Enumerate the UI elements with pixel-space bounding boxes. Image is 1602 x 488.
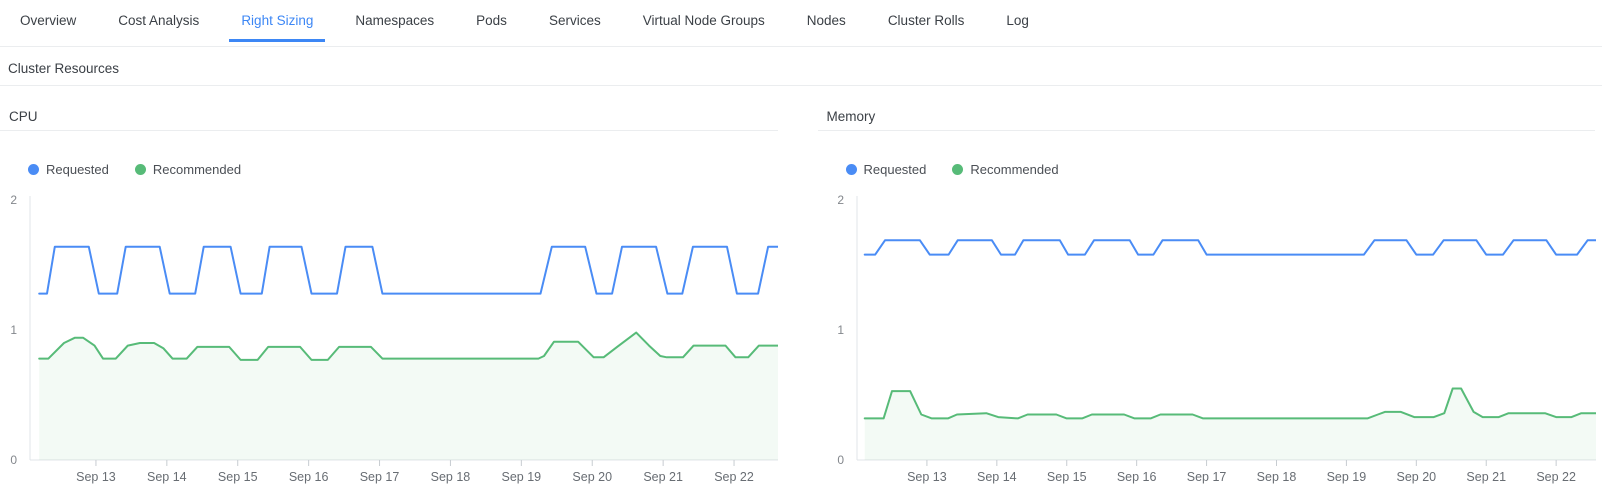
requested-dot-icon	[28, 164, 39, 175]
x-tick-label: Sep 22	[1536, 470, 1576, 484]
tab-namespaces[interactable]: Namespaces	[355, 13, 435, 29]
cpu-legend: Requested Recommended	[28, 162, 778, 177]
x-tick-label: Sep 14	[147, 470, 187, 484]
legend-label: Requested	[46, 162, 109, 177]
recommended-line	[863, 387, 1596, 420]
tab-overview[interactable]: Overview	[20, 13, 77, 29]
requested-line	[38, 245, 778, 295]
tab-cost-analysis[interactable]: Cost Analysis	[118, 13, 200, 29]
legend-label: Recommended	[152, 162, 242, 177]
x-tick-label: Sep 21	[1466, 470, 1506, 484]
x-tick-label: Sep 21	[643, 470, 683, 484]
x-tick-label: Sep 17	[1186, 470, 1226, 484]
y-tick-label: 2	[10, 193, 17, 207]
cpu-chart: 0 1 2 Sep 13 Sep 14 Sep 15 Sep 16 Sep 17 Sep 18 S…	[0, 192, 778, 487]
legend-label: Recommended	[970, 162, 1059, 177]
x-tick-label: Sep 20	[572, 470, 612, 484]
memory-chart: 0 1 2 Sep 13 Sep 14 Sep 15 Sep 16 Sep 17 Sep 18 S…	[818, 192, 1596, 487]
cpu-chart-title: CPU	[0, 109, 778, 131]
legend-item-recommended[interactable]: Recommended	[952, 162, 1059, 177]
legend-label: Requested	[863, 162, 927, 177]
recommended-dot-icon	[134, 164, 146, 175]
y-tick-label: 0	[837, 453, 844, 467]
section-header: Cluster Resources	[0, 47, 1602, 86]
requested-dot-icon	[845, 164, 857, 175]
recommended-area	[864, 388, 1596, 460]
y-tick-label: 0	[10, 453, 17, 467]
tab-virtual-node-groups[interactable]: Virtual Node Groups	[642, 13, 765, 29]
x-tick-label: Sep 19	[1326, 470, 1366, 484]
y-tick-label: 2	[837, 193, 844, 207]
chart-plot: 0 1 2 Sep 13 Sep 14 Sep 15 Sep 16 Sep 17 Sep 18 S…	[837, 193, 1596, 484]
memory-panel: Memory Requested Recommended 0 1 2 Sep 13 Sep…	[817, 109, 1596, 487]
cpu-panel: CPU Requested Recommended 0 1 2 Sep 13 Sep 14…	[0, 109, 778, 487]
x-tick-label: Sep 16	[1116, 470, 1156, 484]
x-tick-label: Sep 20	[1396, 470, 1436, 484]
tab-cluster-rolls[interactable]: Cluster Rolls	[887, 13, 965, 29]
x-tick-label: Sep 15	[1046, 470, 1086, 484]
recommended-area	[39, 332, 778, 460]
tab-right-sizing[interactable]: Right Sizing	[229, 13, 326, 42]
x-tick-label: Sep 22	[714, 470, 754, 484]
tab-nodes[interactable]: Nodes	[806, 13, 846, 29]
x-tick-label: Sep 15	[218, 470, 258, 484]
charts-row: CPU Requested Recommended 0 1 2 Sep 13 Sep 14…	[0, 86, 1602, 487]
x-tick-label: Sep 14	[977, 470, 1017, 484]
x-tick-label: Sep 13	[76, 470, 116, 484]
tab-bar: Overview Cost Analysis Right Sizing Namespa…	[0, 0, 1602, 47]
recommended-line	[38, 331, 778, 361]
x-tick-label: Sep 19	[502, 470, 542, 484]
x-tick-label: Sep 16	[289, 470, 329, 484]
x-tick-label: Sep 18	[1256, 470, 1296, 484]
x-tick-label: Sep 13	[907, 470, 947, 484]
tab-log[interactable]: Log	[1006, 13, 1029, 29]
tab-services[interactable]: Services	[548, 13, 601, 29]
legend-item-requested[interactable]: Requested	[845, 162, 927, 177]
requested-line	[863, 239, 1596, 256]
tab-pods[interactable]: Pods	[476, 13, 507, 29]
y-tick-label: 1	[10, 323, 17, 337]
memory-legend: Requested Recommended	[845, 162, 1596, 177]
chart-plot: 0 1 2 Sep 13 Sep 14 Sep 15 Sep 16 Sep 17 Sep 18 S…	[10, 193, 778, 484]
legend-item-requested[interactable]: Requested	[28, 162, 109, 177]
recommended-dot-icon	[952, 164, 964, 175]
legend-item-recommended[interactable]: Recommended	[134, 162, 242, 177]
y-tick-label: 1	[837, 323, 844, 337]
x-tick-label: Sep 18	[431, 470, 471, 484]
section-title: Cluster Resources	[8, 61, 120, 76]
memory-chart-title: Memory	[817, 109, 1595, 131]
x-tick-label: Sep 17	[360, 470, 400, 484]
